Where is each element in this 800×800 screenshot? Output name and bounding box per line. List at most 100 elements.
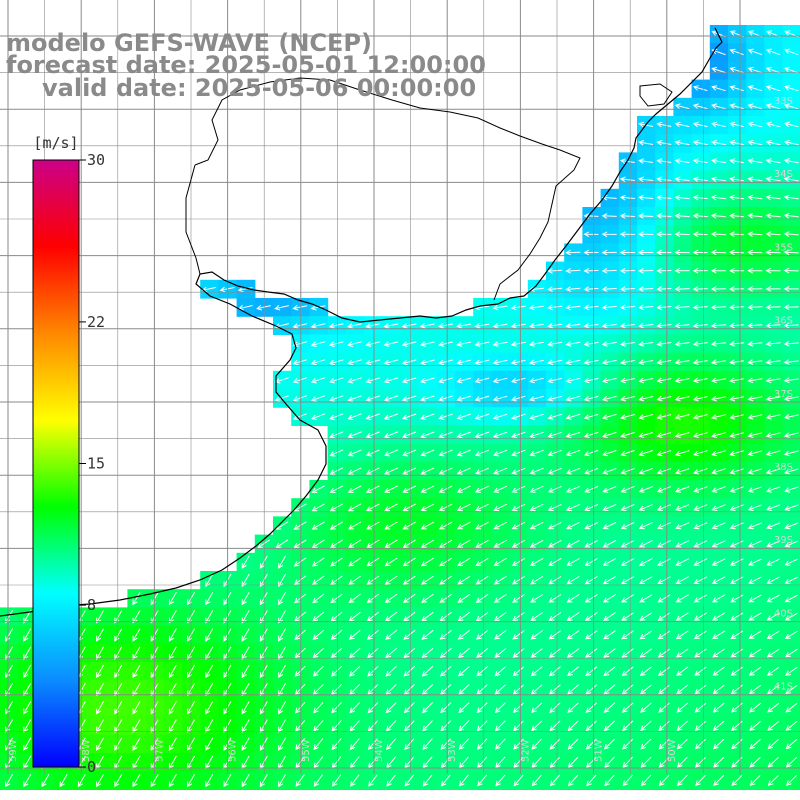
wind-arrow (132, 682, 141, 697)
wind-arrow (493, 503, 508, 512)
wind-arrow (548, 684, 561, 695)
wind-arrow (547, 503, 562, 512)
wind-arrow (241, 628, 250, 642)
wind-arrow (783, 359, 799, 365)
wind-arrow (383, 449, 398, 457)
wind-arrow (710, 340, 726, 347)
wind-arrow (692, 395, 708, 402)
wind-arrow (511, 557, 525, 566)
wind-arrow (565, 485, 580, 493)
wind-arrow (241, 573, 250, 588)
wind-arrow (492, 395, 508, 402)
wind-arrow (620, 540, 635, 548)
wind-arrow (278, 628, 287, 642)
wind-arrow (674, 377, 690, 384)
wind-arrow (765, 286, 781, 292)
wind-arrow (348, 557, 361, 567)
wind-arrow (457, 593, 471, 603)
wind-arrow (711, 540, 726, 548)
wind-arrow (638, 414, 654, 420)
wind-arrow (711, 576, 726, 584)
wind-arrow (347, 485, 362, 493)
wind-arrow (549, 738, 561, 750)
wind-arrow (531, 774, 542, 787)
wind-arrow (476, 648, 489, 658)
wind-arrow (439, 611, 452, 622)
wind-arrow (420, 539, 434, 548)
wind-arrow (421, 611, 434, 622)
wind-arrow (403, 611, 416, 622)
wind-arrow (729, 103, 745, 110)
colorbar-tick-label: 15 (87, 455, 105, 473)
wind-arrow (638, 432, 653, 438)
wind-arrow (347, 395, 362, 402)
wind-arrow (401, 395, 417, 402)
wind-arrow (474, 377, 490, 384)
wind-arrow (601, 377, 617, 384)
wind-arrow (420, 503, 435, 512)
wind-arrow (457, 666, 470, 677)
wind-arrow (656, 304, 672, 311)
wind-arrow (674, 486, 690, 493)
wind-arrow (549, 702, 561, 714)
wind-arrow (620, 414, 635, 420)
wind-arrow (656, 414, 672, 420)
wind-arrow (385, 720, 397, 732)
wind-arrow (730, 702, 743, 713)
wind-arrow (383, 431, 398, 439)
wind-arrow (657, 630, 671, 640)
wind-arrow (547, 413, 562, 420)
wind-arrow (784, 66, 799, 74)
wind-arrow (783, 176, 799, 182)
wind-arrow (603, 738, 616, 750)
wind-arrow (620, 396, 635, 402)
wind-arrow (458, 756, 469, 769)
latitude-label: 41S (774, 682, 793, 693)
wind-arrow (366, 629, 379, 640)
wind-arrow (729, 522, 744, 530)
wind-arrow (419, 359, 435, 366)
wind-arrow (638, 286, 654, 292)
wind-arrow (619, 231, 635, 238)
wind-arrow (96, 628, 105, 642)
wind-arrow (512, 630, 525, 640)
wind-arrow (784, 612, 799, 621)
wind-arrow (711, 103, 726, 110)
wind-arrow (278, 591, 287, 606)
wind-arrow (311, 485, 325, 493)
wind-arrow (583, 267, 599, 274)
wind-arrow (693, 558, 708, 566)
colorbar-ticks: 30 22 15 8 0 (79, 151, 105, 776)
wind-arrow (259, 646, 268, 660)
wind-arrow (675, 522, 690, 530)
wind-arrow (711, 594, 726, 603)
wind-arrow (365, 485, 380, 493)
wind-arrow (437, 323, 453, 329)
wind-arrow (114, 773, 123, 788)
wind-arrow (403, 666, 416, 677)
wind-arrow (586, 774, 597, 787)
wind-arrow (710, 377, 726, 384)
wind-arrow (205, 610, 214, 624)
wind-arrow (365, 323, 381, 329)
wind-arrow (692, 341, 708, 347)
wind-arrow (585, 666, 598, 677)
wind-arrow (619, 377, 635, 384)
wind-arrow (784, 48, 799, 56)
wind-arrow (150, 773, 159, 788)
wind-arrow (729, 48, 744, 56)
wind-arrow (712, 648, 725, 658)
wind-arrow (638, 213, 654, 219)
wind-arrow (438, 341, 453, 347)
wind-arrow (565, 395, 581, 402)
wind-arrow (548, 630, 561, 640)
wind-arrow (404, 774, 415, 787)
wind-arrow (765, 66, 781, 74)
wind-arrow (747, 468, 763, 475)
wind-arrow (529, 467, 544, 475)
wind-arrow (347, 503, 362, 512)
wind-arrow (748, 702, 762, 713)
wind-arrow (767, 684, 780, 695)
wind-arrow (656, 341, 672, 347)
